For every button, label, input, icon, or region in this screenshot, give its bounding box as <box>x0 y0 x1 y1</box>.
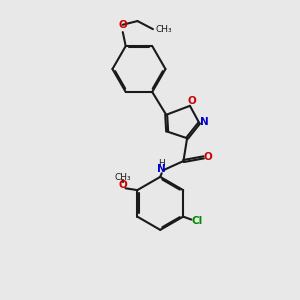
Text: O: O <box>118 20 127 30</box>
Text: CH₃: CH₃ <box>115 173 132 182</box>
Text: N: N <box>157 164 166 174</box>
Text: O: O <box>119 180 128 190</box>
Text: N: N <box>200 117 209 127</box>
Text: CH₃: CH₃ <box>155 25 172 34</box>
Text: O: O <box>204 152 212 162</box>
Text: H: H <box>158 159 165 168</box>
Text: Cl: Cl <box>191 216 202 226</box>
Text: O: O <box>187 96 196 106</box>
